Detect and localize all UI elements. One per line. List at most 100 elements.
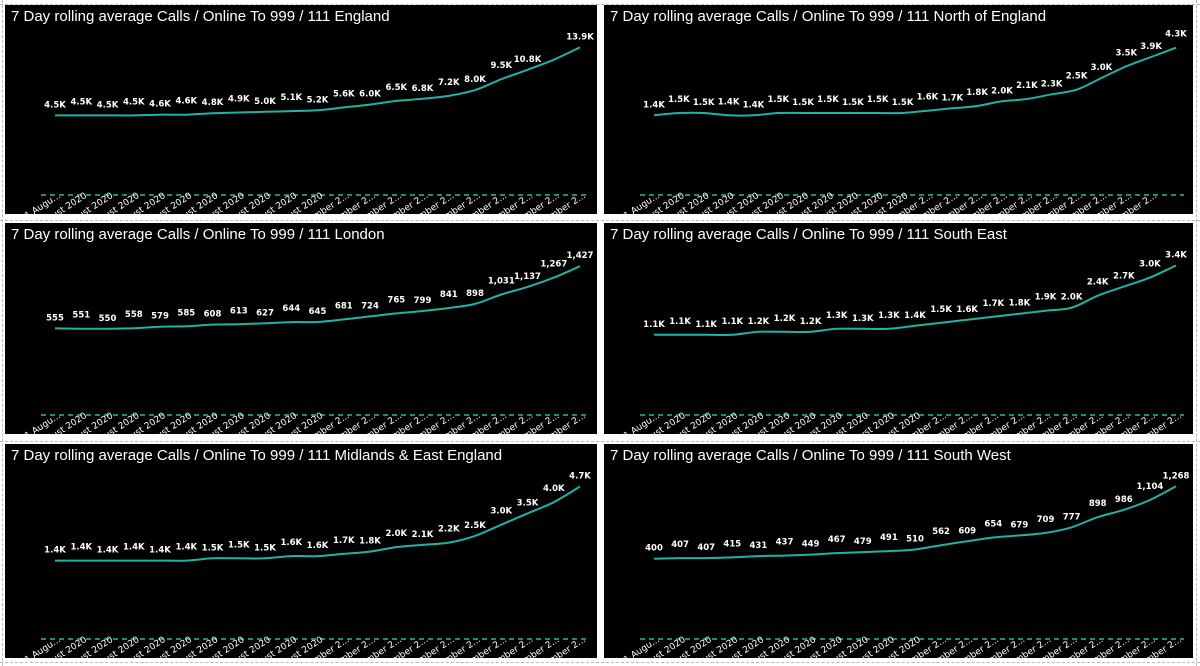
- chart-panel-london[interactable]: 7 Day rolling average Calls / Online To …: [5, 223, 597, 434]
- chart-title: 7 Day rolling average Calls / Online To …: [610, 226, 1007, 243]
- data-label: 4.7K: [569, 472, 591, 482]
- data-label: 1,267: [540, 260, 567, 270]
- data-label: 1.6K: [307, 541, 329, 551]
- data-label: 3.5K: [517, 498, 539, 508]
- chart-panel-south-west[interactable]: 7 Day rolling average Calls / Online To …: [604, 444, 1193, 658]
- data-label: 1.4K: [743, 100, 765, 110]
- data-label: 4.5K: [44, 100, 66, 110]
- data-label: 627: [256, 308, 274, 318]
- frame-divider: [1196, 0, 1197, 666]
- data-label: 3.5K: [1115, 48, 1137, 58]
- data-label: 1.7K: [941, 93, 963, 103]
- data-label: 2.0K: [991, 86, 1013, 96]
- data-label: 2.0K: [1061, 293, 1083, 303]
- data-label: 645: [309, 307, 327, 317]
- data-label: 4.5K: [70, 97, 92, 107]
- data-label: 3.0K: [1091, 63, 1113, 73]
- data-label: 510: [906, 535, 924, 545]
- data-label: 2.2K: [438, 525, 460, 535]
- chart-title: 7 Day rolling average Calls / Online To …: [11, 447, 503, 464]
- data-label: 1.3K: [826, 311, 848, 321]
- data-label: 2.7K: [1113, 272, 1135, 282]
- data-label: 4.0K: [543, 484, 565, 494]
- frame-divider: [0, 4, 1200, 5]
- series-line: [653, 46, 1177, 117]
- series-line: [54, 265, 581, 330]
- data-label: 1.5K: [693, 98, 715, 108]
- data-label: 5.6K: [333, 89, 355, 99]
- data-label: 407: [697, 543, 715, 553]
- data-label: 1.1K: [643, 320, 665, 330]
- data-label: 1.1K: [695, 320, 717, 330]
- data-label: 7.2K: [438, 78, 460, 88]
- data-label: 579: [151, 312, 169, 322]
- data-label: 681: [335, 301, 353, 311]
- data-label: 6.8K: [412, 84, 434, 94]
- data-label: 1,104: [1136, 482, 1163, 492]
- chart-panel-midlands-east-england[interactable]: 7 Day rolling average Calls / Online To …: [5, 444, 597, 658]
- data-label: 1.8K: [1009, 299, 1031, 309]
- data-label: 2.0K: [385, 529, 407, 539]
- data-label: 3.0K: [490, 507, 512, 517]
- data-label: 4.6K: [175, 97, 197, 107]
- data-label: 1.5K: [254, 543, 276, 553]
- data-label: 4.9K: [228, 95, 250, 105]
- data-label: 585: [177, 308, 195, 318]
- data-label: 4.5K: [97, 100, 119, 110]
- chart-title: 7 Day rolling average Calls / Online To …: [11, 226, 385, 243]
- data-label: 1.2K: [800, 317, 822, 327]
- chart-title: 7 Day rolling average Calls / Online To …: [610, 8, 1047, 25]
- data-label: 1.4K: [904, 311, 926, 321]
- data-label: 4.3K: [1165, 30, 1187, 40]
- data-label: 6.5K: [385, 83, 407, 93]
- data-label: 1.6K: [280, 538, 302, 548]
- data-label: 2.5K: [464, 521, 486, 531]
- data-label: 1.4K: [643, 100, 665, 110]
- data-label: 1.5K: [817, 95, 839, 105]
- data-label: 1,268: [1163, 471, 1190, 481]
- line-chart: 4.5K 4.5K 4.5K 4.5K 4.6K 4.6K 4.8K 4.9K 5.0K 5.1K…: [18, 32, 594, 214]
- data-label: 13.9K: [566, 32, 594, 42]
- data-label: 4.5K: [123, 97, 145, 107]
- data-label: 415: [723, 539, 741, 549]
- data-label: 1.5K: [228, 540, 250, 550]
- data-label: 1,031: [488, 277, 515, 287]
- data-label: 1.5K: [892, 98, 914, 108]
- data-label: 555: [46, 313, 64, 323]
- data-label: 609: [958, 526, 976, 536]
- data-label: 1.4K: [123, 543, 145, 553]
- chart-panel-north-of-england[interactable]: 7 Day rolling average Calls / Online To …: [604, 5, 1193, 214]
- data-label: 550: [99, 314, 117, 324]
- data-label: 5.0K: [254, 97, 276, 107]
- data-label: 3.4K: [1165, 251, 1187, 261]
- data-label: 1.9K: [1035, 293, 1057, 303]
- data-label: 1.8K: [966, 88, 988, 98]
- data-label: 724: [361, 301, 379, 311]
- data-label: 562: [932, 527, 950, 537]
- chart-panel-england[interactable]: 7 Day rolling average Calls / Online To …: [5, 5, 597, 214]
- data-label: 10.8K: [514, 55, 542, 65]
- data-label: 898: [466, 289, 484, 299]
- data-label: 1.1K: [721, 317, 743, 327]
- data-label: 1.7K: [333, 536, 355, 546]
- data-label: 1.5K: [930, 305, 952, 315]
- data-label: 6.0K: [359, 90, 381, 100]
- chart-panel-south-east[interactable]: 7 Day rolling average Calls / Online To …: [604, 223, 1193, 434]
- data-label: 1.4K: [149, 546, 171, 556]
- data-label: 4.6K: [149, 100, 171, 110]
- series-line: [55, 46, 581, 117]
- data-label: 431: [750, 541, 768, 551]
- data-label: 1.3K: [878, 311, 900, 321]
- data-label: 1.6K: [917, 93, 939, 103]
- series-line: [654, 264, 1177, 337]
- data-label: 841: [440, 290, 458, 300]
- frame-divider: [2, 0, 3, 666]
- data-label: 3.9K: [1140, 42, 1162, 52]
- data-label: 613: [230, 306, 248, 316]
- data-label: 558: [125, 310, 143, 320]
- line-chart: 555 551 550 558 579 585 608 613 627 644 645 681 724 7…: [18, 251, 593, 434]
- data-label: 1.4K: [718, 97, 740, 107]
- data-label: 1.1K: [669, 317, 691, 327]
- line-chart: 1.4K1.5K 1.5K 1.4K 1.4K1.5K 1.5K 1.5K 1.5K 1.5K…: [617, 30, 1187, 214]
- data-label: 608: [204, 310, 222, 320]
